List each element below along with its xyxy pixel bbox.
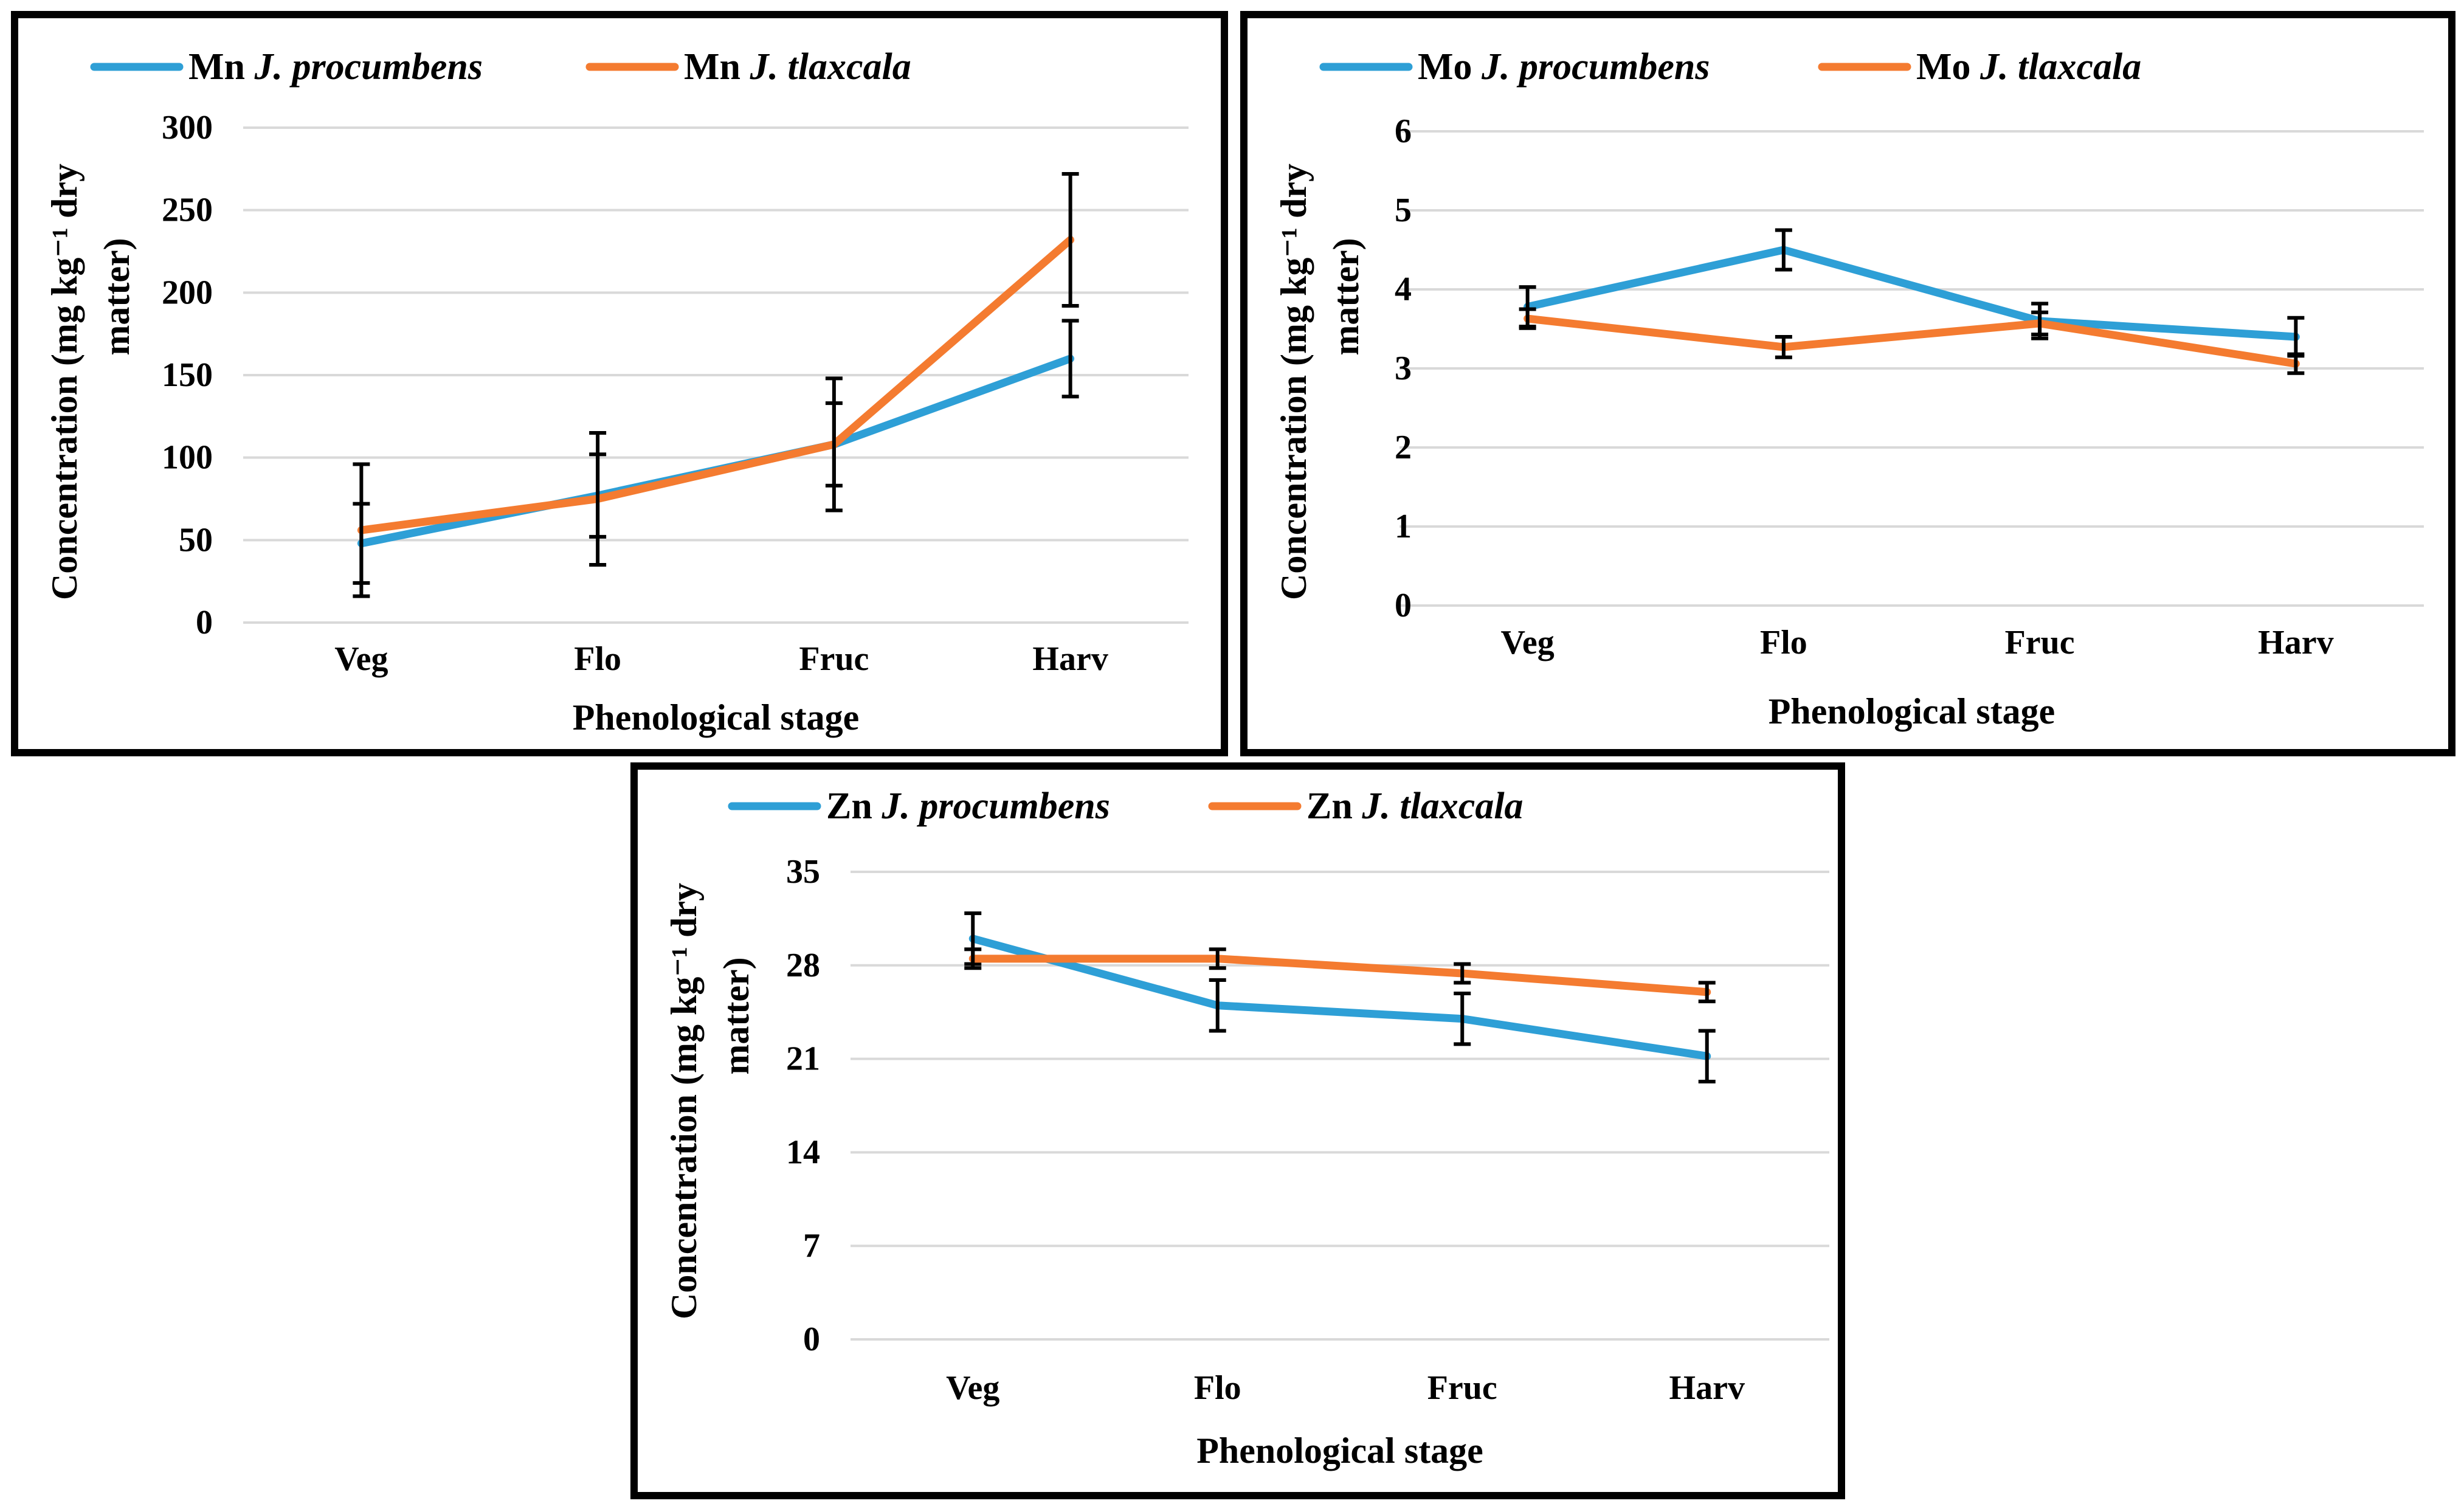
y-tick-label: 150 — [162, 356, 213, 394]
error-bar — [1698, 981, 1716, 1004]
error-bar — [2287, 352, 2305, 375]
x-tick-label: Fruc — [1427, 1369, 1497, 1407]
y-tick-label: 4 — [1395, 271, 1412, 308]
y-axis-title-line-1: Concentration (mg kg⁻¹ dry — [44, 164, 85, 600]
legend-label-1: Mo J. procumbens — [1418, 46, 1710, 88]
y-tick-label: 0 — [1395, 587, 1412, 624]
zn-chart-panel: 0 7 14 21 28 35 Veg Flo Fruc Harv Phenological sta… — [630, 762, 1845, 1499]
x-tick-label: Veg — [946, 1369, 999, 1407]
y-tick-label: 300 — [162, 109, 213, 147]
y-tick-label: 3 — [1395, 350, 1412, 387]
y-tick-label: 250 — [162, 192, 213, 229]
y-tick-label: 0 — [803, 1321, 820, 1358]
x-axis-title: Phenological stage — [1769, 691, 2055, 731]
error-bar — [1775, 335, 1792, 359]
error-bar — [825, 376, 843, 513]
error-bar — [589, 430, 607, 567]
error-bar — [1061, 171, 1079, 308]
error-bar — [964, 947, 982, 970]
zn-chart: 0 7 14 21 28 35 Veg Flo Fruc Harv Phenological sta… — [664, 786, 1829, 1471]
y-tick-label: 2 — [1395, 429, 1412, 466]
series-line-2 — [968, 955, 1711, 996]
y-tick-label: 35 — [786, 853, 820, 891]
x-axis-title: Phenological stage — [1196, 1431, 1483, 1471]
y-tick-label: 21 — [786, 1040, 820, 1078]
y-axis-title-line-1: Concentration (mg kg⁻¹ dry — [1274, 164, 1314, 600]
x-axis-title: Phenological stage — [573, 697, 860, 737]
mn-chart: 0 50 100 150 200 250 300 Veg Flo Fruc Harv Phenolog… — [44, 46, 1189, 737]
y-tick-label: 50 — [179, 521, 213, 559]
error-bar — [1454, 991, 1471, 1046]
y-axis-title-line-2: matter) — [1326, 238, 1366, 355]
legend-label-2: Mo J. tlaxcala — [1916, 46, 2141, 88]
series-line-2 — [1524, 314, 2300, 368]
y-tick-label: 14 — [786, 1133, 820, 1171]
y-tick-label: 200 — [162, 274, 213, 311]
y-tick-label: 6 — [1395, 112, 1412, 150]
x-tick-label: Harv — [2258, 624, 2333, 661]
mn-chart-panel: 0 50 100 150 200 250 300 Veg Flo Fruc Harv Phenolog… — [11, 11, 1228, 756]
x-tick-label: Flo — [1194, 1369, 1241, 1407]
error-bar — [1209, 978, 1226, 1033]
error-bar — [2031, 310, 2049, 337]
legend-label-2: Mn J. tlaxcala — [684, 46, 911, 88]
legend-label-1: Mn J. procumbens — [188, 46, 483, 88]
x-tick-label: Flo — [574, 640, 621, 678]
y-axis-title-line-2: matter) — [97, 238, 137, 355]
y-tick-label: 28 — [786, 947, 820, 984]
error-bar — [1775, 228, 1792, 272]
legend-label-1: Zn J. procumbens — [826, 786, 1110, 827]
x-tick-label: Harv — [1669, 1369, 1745, 1407]
series-line-1 — [968, 934, 1711, 1060]
y-tick-label: 7 — [803, 1227, 820, 1265]
error-bar — [1061, 319, 1079, 399]
mo-chart: 0 1 2 3 4 5 6 Veg Flo Fruc Harv Phenological stage C… — [1274, 46, 2424, 731]
y-tick-label: 100 — [162, 439, 213, 477]
y-tick-label: 5 — [1395, 192, 1412, 229]
x-tick-label: Fruc — [2005, 624, 2075, 661]
y-tick-label: 0 — [196, 604, 213, 641]
y-axis-title-line-2: matter) — [716, 957, 756, 1074]
x-tick-label: Flo — [1760, 624, 1807, 661]
x-tick-label: Veg — [334, 640, 388, 678]
x-tick-label: Fruc — [799, 640, 869, 678]
legend-label-2: Zn J. tlaxcala — [1306, 786, 1524, 827]
mo-chart-panel: 0 1 2 3 4 5 6 Veg Flo Fruc Harv Phenological stage C… — [1240, 11, 2455, 756]
x-tick-label: Harv — [1032, 640, 1108, 678]
series-line-2 — [357, 236, 1075, 534]
error-bar — [1209, 947, 1226, 970]
series-line-1 — [1524, 246, 2300, 341]
x-tick-label: Veg — [1501, 624, 1555, 661]
y-axis-title-line-1: Concentration (mg kg⁻¹ dry — [664, 883, 704, 1319]
y-tick-label: 1 — [1395, 508, 1412, 545]
error-bar — [1519, 307, 1536, 330]
error-bar — [1698, 1029, 1716, 1083]
error-bar — [1454, 962, 1471, 985]
error-bar — [353, 462, 370, 598]
